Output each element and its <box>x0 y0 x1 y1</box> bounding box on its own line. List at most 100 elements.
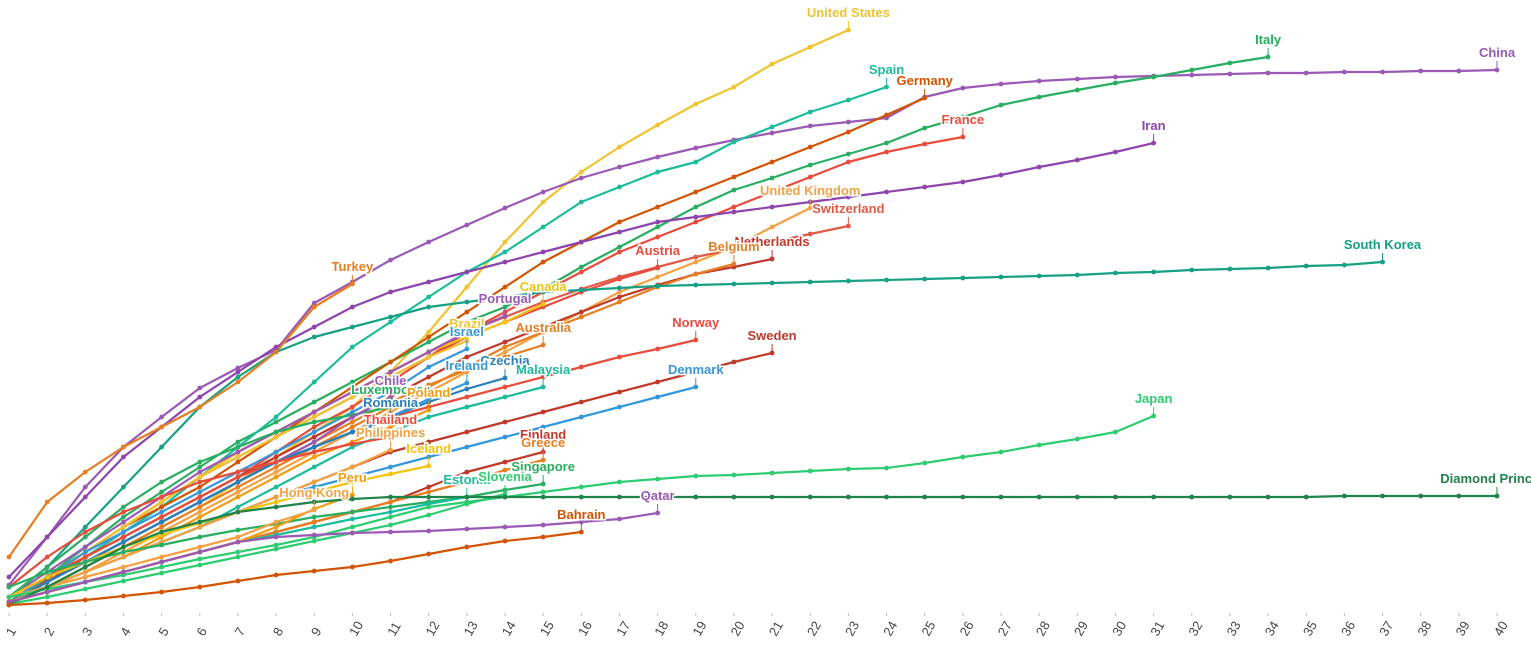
x-tick-label: 6 <box>193 625 210 639</box>
point <box>388 434 393 440</box>
x-tick-label: 7 <box>232 625 249 639</box>
point <box>311 519 317 525</box>
point <box>998 274 1004 280</box>
point <box>464 544 470 550</box>
series-label: Switzerland <box>812 201 884 216</box>
point <box>159 509 165 515</box>
point <box>44 564 50 570</box>
point <box>311 300 317 306</box>
point <box>159 559 165 565</box>
point <box>311 464 317 470</box>
point <box>540 424 546 430</box>
point <box>464 386 470 392</box>
point <box>693 494 699 500</box>
point <box>502 459 508 465</box>
point <box>235 509 241 515</box>
point <box>273 454 279 460</box>
point <box>502 394 508 400</box>
point <box>1418 493 1424 499</box>
point <box>426 339 432 345</box>
point <box>540 534 546 540</box>
series-label: Estonia <box>443 472 491 487</box>
point <box>197 464 203 470</box>
point <box>349 564 355 570</box>
point <box>311 484 317 490</box>
point <box>349 419 355 425</box>
point <box>1074 272 1080 278</box>
x-tick-label: 14 <box>499 618 519 638</box>
point <box>388 359 393 365</box>
point <box>159 414 165 420</box>
point <box>655 494 661 500</box>
point <box>502 434 508 440</box>
point <box>655 283 661 289</box>
point <box>464 469 470 475</box>
point <box>235 484 241 490</box>
point <box>540 342 546 348</box>
point <box>884 140 889 146</box>
point <box>388 494 393 500</box>
point <box>311 304 317 310</box>
point <box>617 354 622 360</box>
x-tick-label: 2 <box>41 625 58 639</box>
point <box>884 189 889 195</box>
point <box>807 109 813 115</box>
series-label: Thailand <box>364 412 418 427</box>
point <box>578 264 584 270</box>
point <box>121 454 126 460</box>
point <box>578 484 584 490</box>
point <box>1036 164 1042 170</box>
point <box>349 429 355 435</box>
point <box>731 359 737 365</box>
point <box>578 169 584 175</box>
series-label: Peru <box>338 470 367 485</box>
point <box>464 479 470 485</box>
point <box>1113 494 1118 500</box>
point <box>388 374 393 380</box>
point <box>807 144 813 150</box>
series-label: Iran <box>1142 118 1166 133</box>
point <box>311 324 317 330</box>
point <box>693 282 699 288</box>
series-label: Turkey <box>332 259 374 274</box>
point <box>159 504 165 510</box>
point <box>388 509 393 515</box>
point <box>1341 262 1347 268</box>
point <box>617 294 622 300</box>
x-tick-label: 39 <box>1452 618 1472 638</box>
lines <box>8 28 1498 607</box>
x-tick-label: 18 <box>651 618 671 638</box>
point <box>1113 270 1118 276</box>
point <box>922 125 928 131</box>
point <box>1418 68 1424 74</box>
point <box>349 516 355 522</box>
x-tick-label: 10 <box>346 618 366 638</box>
point <box>311 489 317 495</box>
point <box>1456 493 1462 499</box>
point <box>273 519 279 525</box>
point <box>121 549 126 555</box>
point <box>693 473 699 479</box>
point <box>388 464 393 470</box>
point <box>617 494 622 500</box>
point <box>311 538 317 544</box>
point <box>464 499 470 505</box>
point <box>235 449 241 455</box>
point <box>922 460 928 466</box>
point <box>578 287 584 293</box>
point <box>464 269 470 275</box>
point <box>1227 60 1233 66</box>
series-line <box>8 492 506 606</box>
point <box>388 379 393 385</box>
series-label: United States <box>807 5 890 20</box>
point <box>388 314 393 320</box>
point <box>273 572 279 578</box>
point <box>731 261 737 267</box>
x-tick-label: 35 <box>1300 618 1320 638</box>
point <box>1113 429 1118 435</box>
point <box>235 479 241 485</box>
point <box>655 169 661 175</box>
point <box>349 324 355 330</box>
point <box>121 529 126 535</box>
point <box>769 224 775 230</box>
